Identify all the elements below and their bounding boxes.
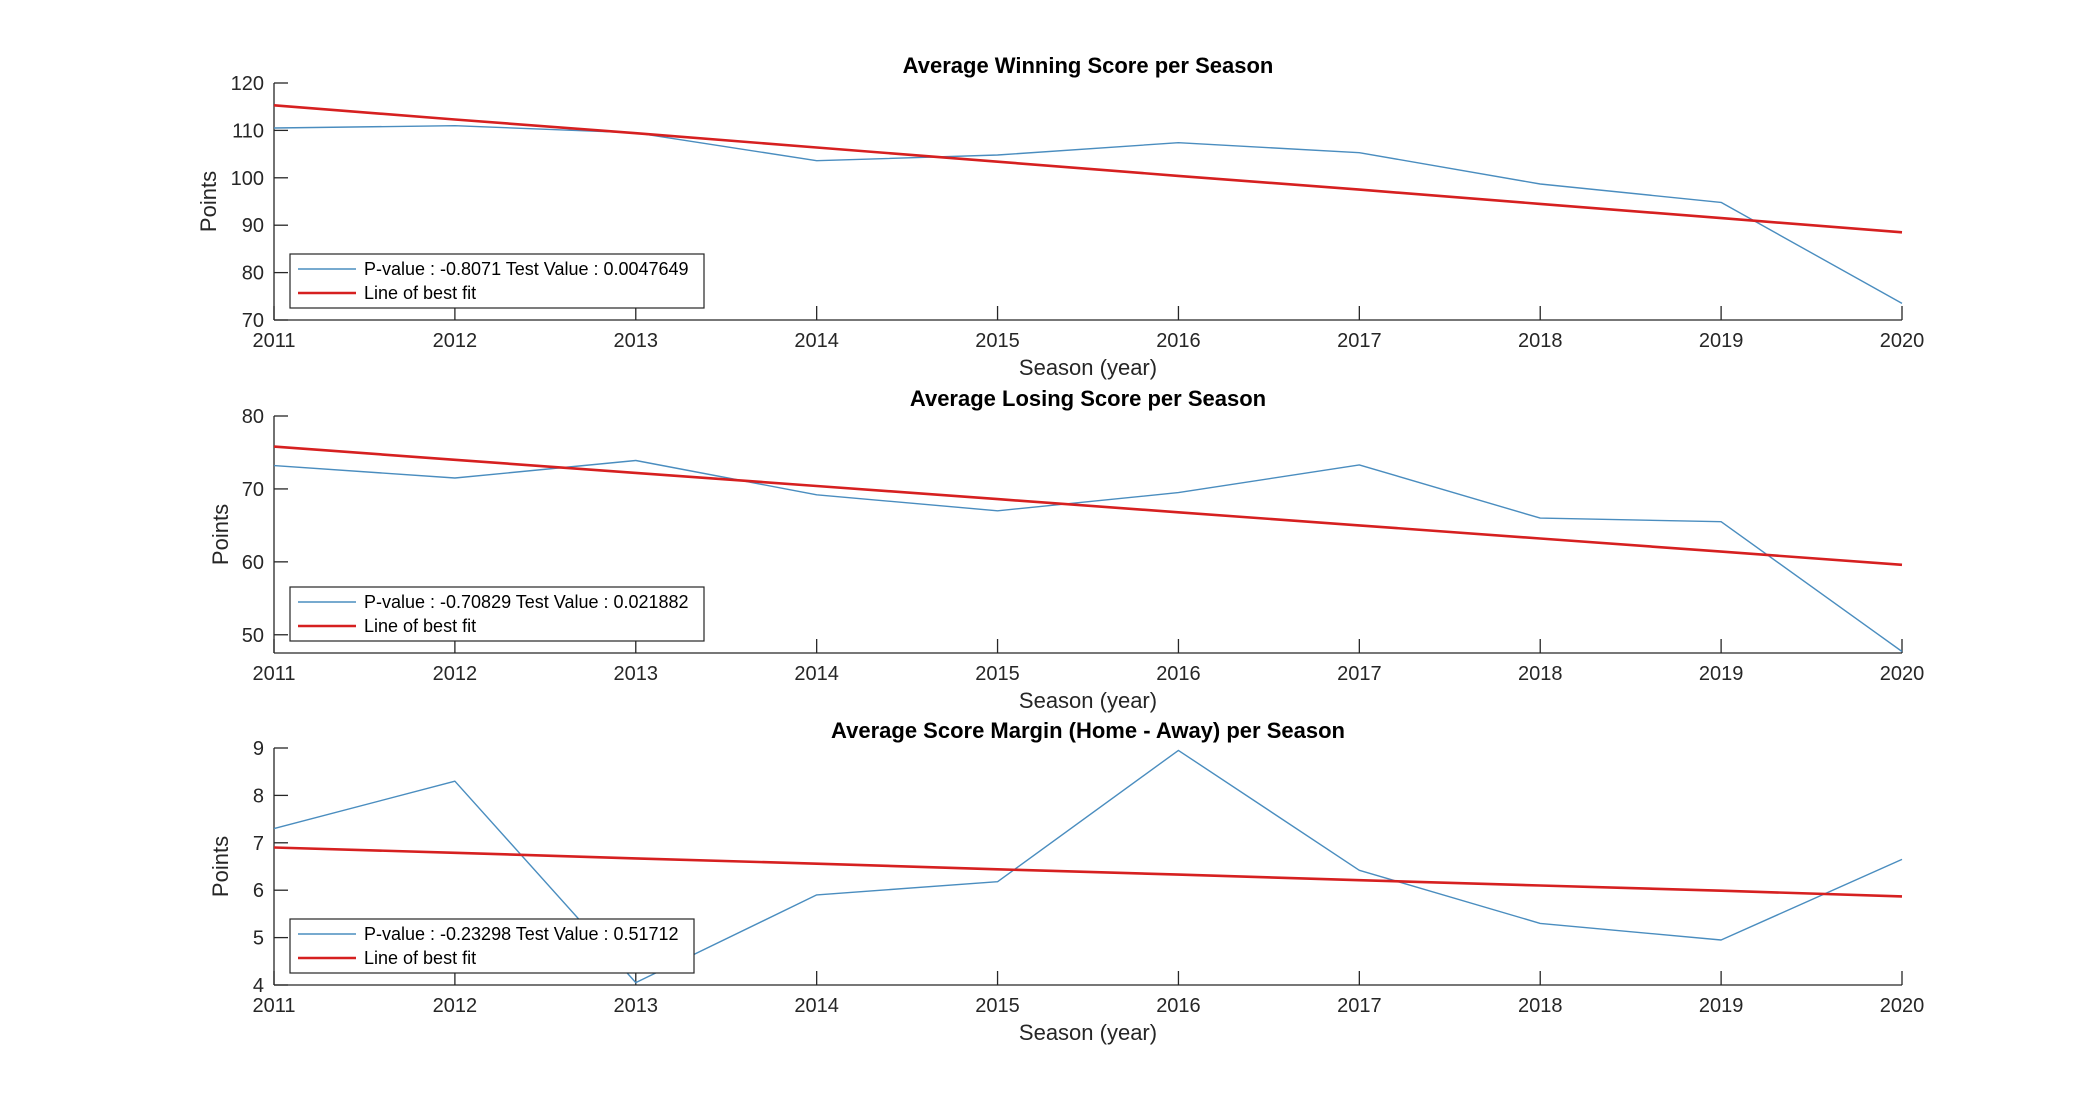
x-tick-label: 2017 xyxy=(1337,995,1382,1017)
legend-entry: Line of best fit xyxy=(364,948,476,968)
best-fit-line xyxy=(273,104,1903,234)
y-tick-label: 6 xyxy=(253,880,264,902)
y-tick-label: 100 xyxy=(231,168,264,190)
y-tick-label: 5 xyxy=(253,928,264,950)
y-tick-label: 80 xyxy=(242,263,264,285)
legend: P-value : -0.8071 Test Value : 0.0047649… xyxy=(289,253,705,309)
x-tick-label: 2020 xyxy=(1880,995,1925,1017)
chart-title: Average Score Margin (Home - Away) per S… xyxy=(831,718,1345,743)
x-tick-label: 2020 xyxy=(1880,663,1925,685)
x-tick-label: 2014 xyxy=(794,330,839,352)
x-tick-label: 2014 xyxy=(794,663,839,685)
y-tick-label: 80 xyxy=(242,406,264,428)
x-tick-label: 2011 xyxy=(252,330,295,352)
x-tick-label: 2014 xyxy=(794,995,839,1017)
y-tick-label: 70 xyxy=(242,479,264,501)
x-tick-label: 2013 xyxy=(614,330,659,352)
y-tick-label: 8 xyxy=(253,785,264,807)
x-tick-label: 2012 xyxy=(433,330,478,352)
x-tick-label: 2015 xyxy=(975,663,1020,685)
y-axis-label: Points xyxy=(208,836,233,897)
x-tick-label: 2011 xyxy=(252,995,295,1017)
x-tick-label: 2019 xyxy=(1699,663,1744,685)
x-tick-label: 2018 xyxy=(1518,663,1563,685)
x-tick-label: 2015 xyxy=(975,330,1020,352)
x-tick-label: 2019 xyxy=(1699,995,1744,1017)
chart-title: Average Losing Score per Season xyxy=(910,386,1266,411)
x-tick-label: 2013 xyxy=(614,663,659,685)
legend-entry: Line of best fit xyxy=(364,283,476,303)
chart-panel-3: Average Score Margin (Home - Away) per S… xyxy=(208,718,1924,1045)
y-tick-label: 70 xyxy=(242,310,264,332)
x-tick-label: 2013 xyxy=(614,995,659,1017)
legend-entry: P-value : -0.23298 Test Value : 0.51712 xyxy=(364,924,679,944)
x-tick-label: 2020 xyxy=(1880,330,1925,352)
chart-title: Average Winning Score per Season xyxy=(903,53,1274,78)
x-tick-label: 2011 xyxy=(252,663,295,685)
x-tick-label: 2012 xyxy=(433,663,478,685)
y-tick-label: 120 xyxy=(231,73,264,95)
y-tick-label: 90 xyxy=(242,215,264,237)
x-tick-label: 2017 xyxy=(1337,663,1382,685)
legend-box xyxy=(289,918,695,974)
data-series-line xyxy=(273,459,1903,653)
x-tick-label: 2016 xyxy=(1156,663,1201,685)
x-axis-label: Season (year) xyxy=(1019,1020,1157,1045)
y-tick-label: 60 xyxy=(242,552,264,574)
x-tick-label: 2016 xyxy=(1156,995,1201,1017)
legend-entry: Line of best fit xyxy=(364,616,476,636)
data-series-line xyxy=(273,749,1903,984)
x-tick-label: 2017 xyxy=(1337,330,1382,352)
x-tick-label: 2015 xyxy=(975,995,1020,1017)
data-series-line xyxy=(273,124,1903,305)
best-fit-line xyxy=(273,846,1903,898)
legend: P-value : -0.23298 Test Value : 0.51712 L… xyxy=(289,918,695,974)
chart-panel-2: Average Losing Score per Season 2011 2012 2… xyxy=(208,386,1924,713)
x-tick-label: 2016 xyxy=(1156,330,1201,352)
legend-box xyxy=(289,586,705,642)
y-tick-label: 4 xyxy=(253,975,264,997)
y-tick-label: 110 xyxy=(232,120,264,142)
x-axis-label: Season (year) xyxy=(1019,688,1157,713)
legend-box xyxy=(289,253,705,309)
y-axis-label: Points xyxy=(196,171,221,232)
x-tick-label: 2019 xyxy=(1699,330,1744,352)
best-fit-line xyxy=(273,445,1903,567)
y-tick-label: 7 xyxy=(253,833,264,855)
chart-panel-1: Average Winning Score per Season 2011 2012… xyxy=(196,53,1924,380)
x-tick-label: 2018 xyxy=(1518,995,1563,1017)
y-axis-label: Points xyxy=(208,504,233,565)
legend-entry: P-value : -0.8071 Test Value : 0.0047649 xyxy=(364,259,689,279)
y-tick-label: 9 xyxy=(253,738,264,760)
x-tick-label: 2018 xyxy=(1518,330,1563,352)
x-tick-label: 2012 xyxy=(433,995,478,1017)
legend-entry: P-value : -0.70829 Test Value : 0.021882 xyxy=(364,592,689,612)
y-tick-label: 50 xyxy=(242,625,264,647)
legend: P-value : -0.70829 Test Value : 0.021882… xyxy=(289,586,705,642)
x-axis-label: Season (year) xyxy=(1019,355,1157,380)
